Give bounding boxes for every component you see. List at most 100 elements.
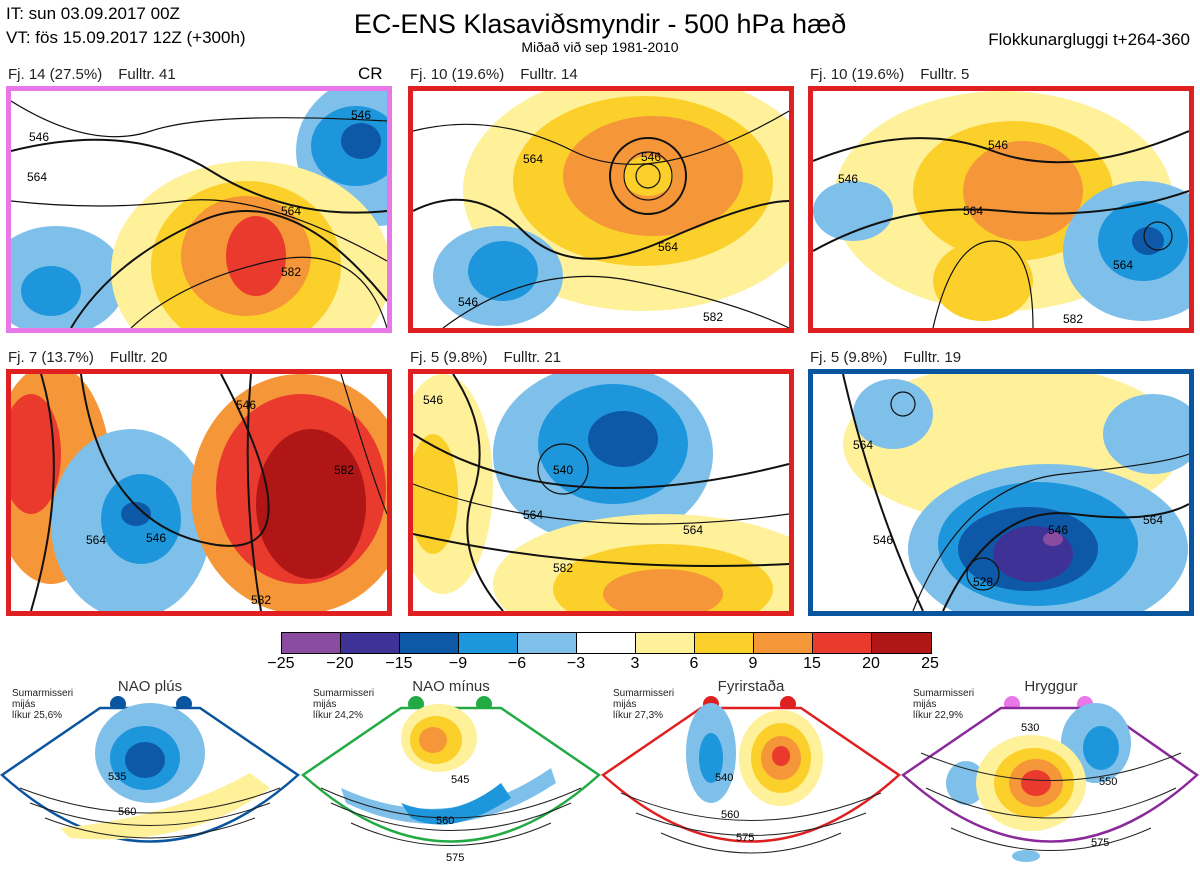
representative-label: Fulltr. 21	[503, 349, 562, 366]
colorbar-tick: 25	[921, 655, 939, 672]
colorbar-tick: −6	[507, 655, 527, 672]
issue-time: IT: sun 03.09.2017 00Z	[6, 4, 180, 23]
regime-blocking: 540 560 575 Fyrirstaða Sumarmisseri mijá…	[601, 678, 901, 871]
regime-map: 535 560	[0, 696, 300, 843]
representative-label: Fulltr. 41	[118, 66, 176, 83]
regime-title: Fyrirstaða	[717, 678, 785, 695]
contour-label: 575	[736, 832, 754, 844]
contour-label: 564	[963, 204, 983, 218]
contour-label: 546	[873, 533, 893, 547]
contour-label: 540	[553, 463, 573, 477]
panel-caption: Fj. 10 (19.6%) Fulltr. 5	[810, 66, 985, 83]
cluster-label: Fj. 14 (27.5%)	[8, 66, 103, 83]
note-season: Sumarmisseri	[913, 688, 975, 699]
contour-label: 560	[721, 809, 739, 821]
contour-label: 564	[658, 240, 678, 254]
contour-label: 546	[146, 531, 166, 545]
contour-label: 540	[715, 772, 733, 784]
representative-label: Fulltr. 5	[920, 66, 970, 83]
cluster-label: Fj. 7 (13.7%)	[8, 349, 94, 366]
regime-title: NAO plús	[117, 678, 183, 695]
map-graphic: 546 564 582 564 546	[11, 91, 387, 328]
contour-label: 582	[334, 463, 354, 477]
colorbar-swatch	[695, 633, 754, 653]
colorbar-tick: 20	[862, 655, 880, 672]
map-graphic: 546 564 546 582 582	[11, 374, 387, 611]
colorbar-swatch	[754, 633, 813, 653]
colorbar-tick: 3	[630, 655, 640, 672]
colorbar-swatch	[282, 633, 341, 653]
colorbar-swatch	[341, 633, 400, 653]
colorbar-tick: 9	[748, 655, 758, 672]
contour-label: 582	[553, 561, 573, 575]
contour-label: 546	[1048, 523, 1068, 537]
contour-label: 564	[1143, 513, 1163, 527]
regime-note: Sumarmisseri mijás líkur 27,3%	[613, 688, 693, 721]
contour-label: 575	[1091, 837, 1109, 849]
colorbar-tick: 15	[803, 655, 821, 672]
cluster-map-5: 546 540 564 564 582	[408, 369, 794, 616]
classification-window: Flokkunargluggi t+264-360	[988, 30, 1190, 49]
colorbar-swatch	[872, 633, 931, 653]
contour-label: 535	[108, 771, 126, 783]
regime-title: NAO mínus	[412, 678, 490, 695]
contour-label: 546	[641, 150, 661, 164]
contour-label: 546	[29, 130, 49, 144]
representative-label: Fulltr. 14	[520, 66, 578, 83]
contour-label: 564	[853, 438, 873, 452]
regime-nao-minus: 545 560 575 NAO mínus Sumarmisseri mijás…	[301, 678, 601, 871]
contour-label: 564	[1113, 258, 1133, 272]
map-graphic: 546 564 564 546 582	[413, 91, 789, 328]
colorbar-swatch	[813, 633, 872, 653]
regime-tag: CR	[358, 64, 383, 83]
colorbar-tick: 6	[689, 655, 699, 672]
contour-label: 560	[118, 806, 136, 818]
colorbar-swatch	[518, 633, 577, 653]
panel-caption: Fj. 7 (13.7%) Fulltr. 20	[8, 349, 183, 366]
contour-label: 546	[988, 138, 1008, 152]
contour-label: 582	[251, 593, 271, 607]
header-left: IT: sun 03.09.2017 00Z VT: fös 15.09.201…	[6, 2, 246, 50]
contour-label: 564	[523, 508, 543, 522]
contour-label: 564	[86, 533, 106, 547]
page-title: EC-ENS Klasaviðsmyndir - 500 hPa hæð	[353, 9, 847, 39]
cluster-map-6: 546 564 546 528 564	[808, 369, 1194, 616]
colorbar-tick: −3	[566, 655, 586, 672]
note-probability: líkur 24,2%	[313, 710, 364, 721]
panel-caption: Fj. 10 (19.6%) Fulltr. 14	[410, 66, 594, 83]
map-graphic: 546 540 564 564 582	[413, 374, 789, 611]
cluster-map-3: 546 564 564 546 582	[808, 86, 1194, 333]
contour-label: 545	[451, 774, 469, 786]
contour-label: 582	[703, 310, 723, 324]
regime-map: 545 560 575	[301, 696, 601, 864]
note-reference: mijás	[613, 699, 637, 710]
page-subtitle: Miðað við sep 1981-2010	[521, 39, 679, 55]
contour-label: 560	[436, 815, 454, 827]
map-graphic: 546 564 546 528 564	[813, 374, 1189, 611]
contour-label: 575	[446, 852, 464, 864]
contour-label: 550	[1099, 776, 1117, 788]
cluster-label: Fj. 5 (9.8%)	[410, 349, 488, 366]
regime-title: Hryggur	[1024, 678, 1078, 695]
colorbar-tick: −25	[267, 655, 295, 672]
valid-time: VT: fös 15.09.2017 12Z (+300h)	[6, 28, 246, 47]
contour-label: 582	[281, 265, 301, 279]
regime-ridge: 530 550 575 Hryggur Sumarmisseri mijás l…	[901, 678, 1200, 871]
contour-label: 528	[973, 575, 993, 589]
note-reference: mijás	[313, 699, 337, 710]
contour-label: 546	[838, 172, 858, 186]
colorbar-swatch	[400, 633, 459, 653]
contour-label: 564	[27, 170, 47, 184]
map-graphic: 546 564 564 546 582	[813, 91, 1189, 328]
regime-note: Sumarmisseri mijás líkur 25,6%	[12, 688, 92, 721]
representative-label: Fulltr. 19	[903, 349, 962, 366]
note-probability: líkur 27,3%	[613, 710, 664, 721]
contour-label: 546	[351, 108, 371, 122]
regime-note: Sumarmisseri mijás líkur 24,2%	[313, 688, 393, 721]
note-reference: mijás	[12, 699, 36, 710]
panel-caption: Fj. 14 (27.5%) Fulltr. 41	[8, 66, 192, 83]
note-reference: mijás	[913, 699, 937, 710]
colorbar-tick: −9	[448, 655, 468, 672]
panel-caption: Fj. 5 (9.8%) Fulltr. 19	[810, 349, 977, 366]
colorbar-swatch	[636, 633, 695, 653]
